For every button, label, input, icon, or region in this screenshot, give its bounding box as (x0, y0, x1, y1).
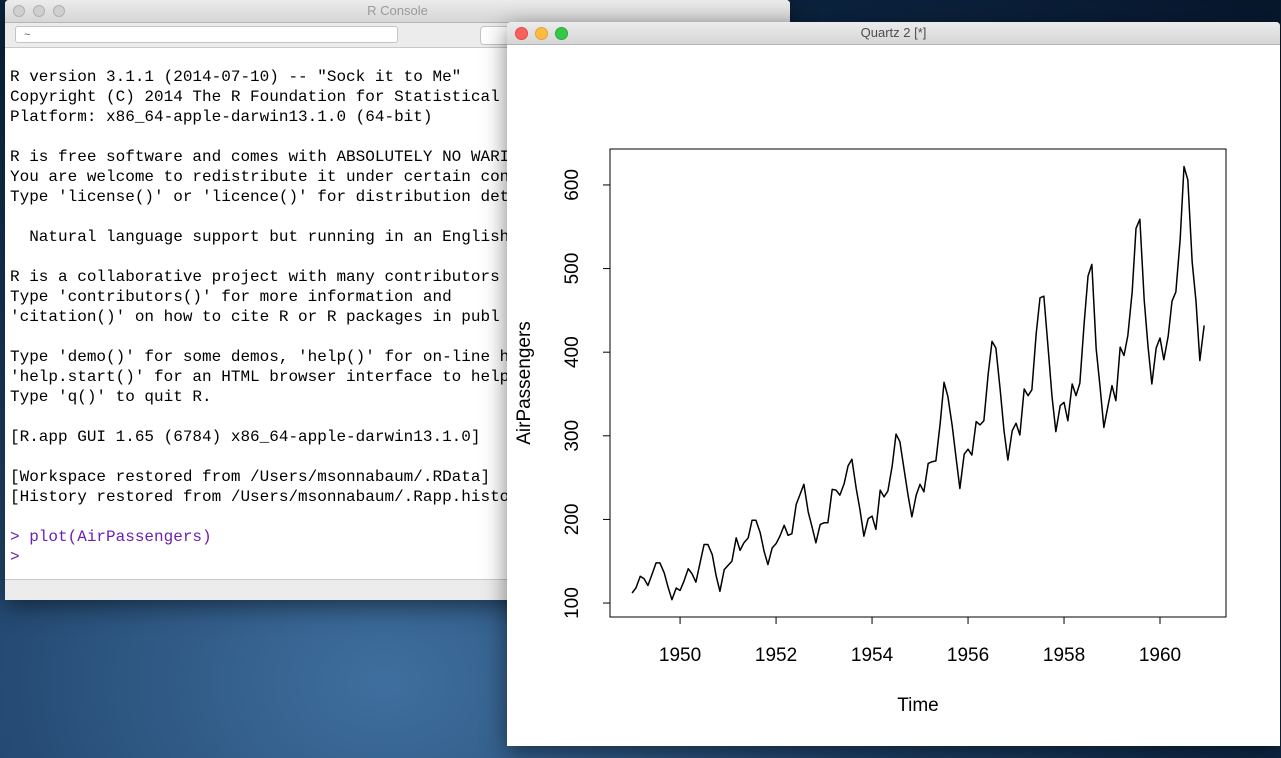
window-title: R Console (367, 3, 428, 18)
y-tick-label: 400 (562, 336, 583, 368)
minimize-button[interactable] (535, 27, 548, 40)
close-button[interactable] (13, 5, 25, 17)
chart: Time AirPassengers 1950 1952 1954 1956 1958 1… (514, 148, 1227, 716)
console-paragraph: R is free software and comes with ABSOLU… (10, 147, 509, 207)
console-paragraph: R version 3.1.1 (2014-07-10) -- "Sock it… (10, 67, 509, 127)
path-field[interactable]: ~ (15, 26, 398, 43)
y-tick-label: 600 (562, 169, 583, 201)
minimize-button[interactable] (33, 5, 45, 17)
zoom-button[interactable] (53, 5, 65, 17)
console-line: You are welcome to redistribute it under… (10, 168, 510, 186)
y-tick-label: 200 (562, 504, 583, 536)
console-line: Type 'contributors()' for more informati… (10, 288, 452, 306)
plot-box (609, 148, 1227, 618)
title-bar: R Console (5, 0, 790, 23)
y-tick-label: 100 (562, 587, 583, 619)
console-line: [R.app GUI 1.65 (6784) x86_64-apple-darw… (10, 428, 481, 446)
console-line: Copyright (C) 2014 The R Foundation for … (10, 88, 500, 106)
console-command: > plot(AirPassengers) (10, 528, 212, 546)
console-paragraph: Natural language support but running in … (10, 227, 509, 247)
console-line: R is free software and comes with ABSOLU… (10, 148, 510, 166)
window-title: Quartz 2 [*] (860, 25, 927, 40)
close-button[interactable] (515, 27, 528, 40)
console-line: 'citation()' on how to cite R or R packa… (10, 308, 500, 326)
console-line: Platform: x86_64-apple-darwin13.1.0 (64-… (10, 108, 433, 126)
console-paragraph: [R.app GUI 1.65 (6784) x86_64-apple-darw… (10, 427, 509, 447)
console-line: Type 'q()' to quit R. (10, 388, 212, 406)
y-axis-label: AirPassengers (514, 321, 535, 445)
x-tick-label: 1956 (947, 645, 989, 666)
console-paragraph: Type 'demo()' for some demos, 'help()' f… (10, 347, 509, 407)
console-line: [History restored from /Users/msonnabaum… (10, 488, 510, 506)
console-line: [Workspace restored from /Users/msonnaba… (10, 468, 491, 486)
console-line: Natural language support but running in … (10, 228, 510, 246)
console-line: 'help.start()' for an HTML browser inter… (10, 368, 510, 386)
console-line: R version 3.1.1 (2014-07-10) -- "Sock it… (10, 68, 462, 86)
title-bar: Quartz 2 [*] (507, 22, 1280, 45)
y-tick-label: 300 (562, 420, 583, 452)
console-output: R version 3.1.1 (2014-07-10) -- "Sock it… (10, 67, 509, 567)
quartz-window: Quartz 2 [*] Time AirPassengers 1950 1952… (507, 22, 1280, 746)
console-line: R is a collaborative project with many c… (10, 268, 500, 286)
x-tick-label: 1952 (755, 645, 797, 666)
console-line: Type 'license()' or 'licence()' for dist… (10, 188, 510, 206)
x-tick-label: 1960 (1139, 645, 1181, 666)
y-tick-label: 500 (562, 253, 583, 285)
console-paragraph: [Workspace restored from /Users/msonnaba… (10, 467, 509, 507)
x-axis-label: Time (897, 695, 939, 716)
x-tick-label: 1958 (1043, 645, 1085, 666)
zoom-button[interactable] (555, 27, 568, 40)
data-line (631, 165, 1205, 601)
console-paragraph: R is a collaborative project with many c… (10, 267, 509, 327)
x-tick-label: 1954 (851, 645, 894, 666)
x-tick-label: 1950 (659, 645, 701, 666)
console-line: Type 'demo()' for some demos, 'help()' f… (10, 348, 510, 366)
console-command: > (10, 548, 20, 566)
